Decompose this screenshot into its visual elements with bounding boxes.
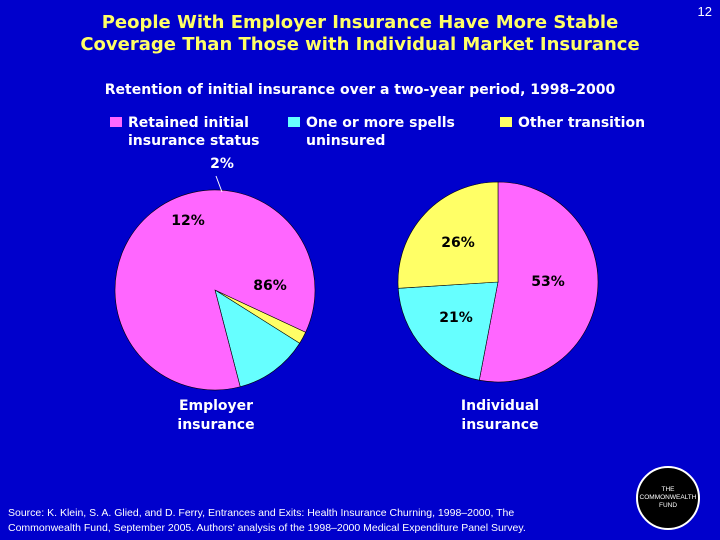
pie-individual-label-other: 26% [441, 235, 475, 251]
legend-label-retained-1: Retained initial [128, 115, 249, 131]
commonwealth-fund-logo: THE COMMONWEALTH FUND [636, 466, 700, 530]
legend-label-other-1: Other transition [518, 115, 646, 131]
legend-label-uninsured-2: uninsured [306, 133, 386, 149]
pie-employer-slice-retained [114, 189, 316, 391]
legend-item-other: Other transition [500, 114, 645, 132]
pie-individual-slice-other [397, 181, 499, 289]
pie-employer-label-uninsured: 12% [171, 213, 205, 229]
pie-individual-name-line-2: insurance [461, 417, 538, 433]
legend-swatch-uninsured [288, 117, 300, 127]
title-line-1: People With Employer Insurance Have More… [101, 12, 619, 33]
legend-item-uninsured: One or more spells uninsured [288, 114, 455, 150]
source-note: Source: K. Klein, S. A. Glied, and D. Fe… [8, 506, 608, 536]
pie-employer-label-other: 2% [210, 156, 234, 172]
legend-swatch-retained [110, 117, 122, 127]
pie-individual-slice-uninsured [397, 281, 499, 381]
pie-individual-name-line-1: Individual [461, 398, 539, 414]
legend-swatch-other [500, 117, 512, 127]
pie-individual-slice-retained [478, 181, 599, 383]
chart-subtitle: Retention of initial insurance over a tw… [104, 82, 616, 98]
logo-text: THE COMMONWEALTH FUND [639, 486, 697, 509]
page-number: 12 [697, 4, 712, 19]
legend-label-retained-2: insurance status [128, 133, 260, 149]
title-line-2: Coverage Than Those with Individual Mark… [80, 34, 640, 55]
pie-employer-label-retained: 86% [253, 278, 287, 294]
pie-individual-label-retained: 53% [531, 274, 565, 290]
pie-employer-slice-uninsured [214, 289, 301, 388]
legend-item-retained: Retained initial insurance status [110, 114, 260, 150]
pie-individual-label-uninsured: 21% [439, 310, 473, 326]
pie-employer-name-line-1: Employer [179, 398, 253, 414]
pie-employer-name-line-2: insurance [177, 417, 254, 433]
source-line-1: Source: K. Klein, S. A. Glied, and D. Fe… [8, 507, 515, 519]
legend-label-uninsured-1: One or more spells [306, 115, 455, 131]
source-line-2: Commonwealth Fund, September 2005. Autho… [8, 522, 526, 534]
slide-title: People With Employer Insurance Have More… [40, 12, 680, 56]
pie-employer-leader-line [215, 175, 223, 193]
